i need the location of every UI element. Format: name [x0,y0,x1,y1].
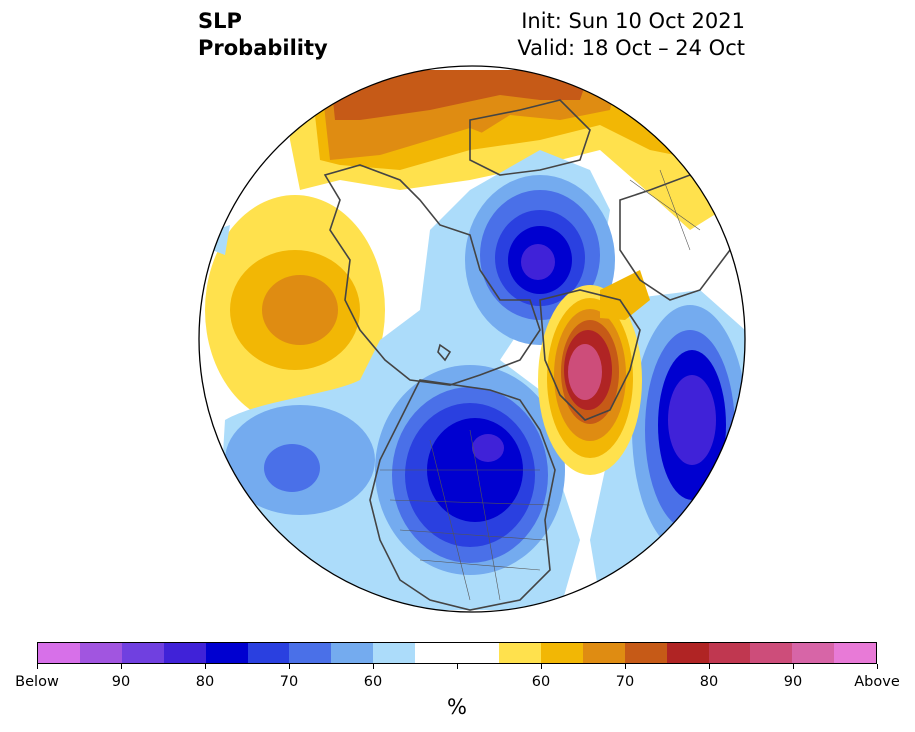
valid-range: Valid: 18 Oct – 24 Oct [517,36,745,60]
colorbar-tick-label: Above [854,674,900,690]
init-date: Init: Sun 10 Oct 2021 [521,9,745,33]
colorbar-segment [163,643,206,663]
north-pacific-high [205,195,385,425]
colorbar-segment [38,643,80,663]
colorbar-tick [541,664,542,669]
colorbar-segment [582,643,625,663]
colorbar-segment [708,643,751,663]
colorbar-segment [498,643,541,663]
colorbar-tick-label: Below [15,674,59,690]
map-dates: Init: Sun 10 Oct 2021 Valid: 18 Oct – 24… [517,8,745,62]
borders [380,169,701,601]
colorbar-segment [750,643,793,663]
colorbar-tick [793,664,794,669]
colorbar-tick-label: 60 [531,674,551,690]
colorbar-tick [457,664,458,669]
colorbar-segment [205,643,248,663]
colorbar-segment [331,643,374,663]
colorbar-tick [37,664,38,669]
title-line-product: Probability [198,36,328,60]
colorbar-segment [121,643,164,663]
colorbar-tick [121,664,122,669]
colorbar-unit: % [447,695,467,719]
colorbar-tick [373,664,374,669]
colorbar-segment [415,643,458,663]
colorbar-segment [792,643,835,663]
title-line-variable: SLP [198,9,242,33]
colorbar-tick-label: 60 [363,674,383,690]
colorbar-segment [834,643,877,663]
globe-boundary [198,65,746,613]
colorbar-tick-label: 80 [195,674,215,690]
colorbar-tick [709,664,710,669]
colorbar-segment [624,643,667,663]
colorbar-segment [457,643,499,663]
map-title: SLP Probability [198,8,328,62]
colorbar-tick [625,664,626,669]
colorbar-segment [247,643,290,663]
colorbar-tick [877,664,878,669]
colorbar-segment [666,643,709,663]
polar-map [198,65,746,613]
colorbar [37,642,877,664]
coastlines [323,99,731,611]
colorbar-tick-label: 70 [279,674,299,690]
colorbar-tick-label: 90 [783,674,803,690]
colorbar-segment [79,643,122,663]
colorbar-tick [289,664,290,669]
colorbar-segment [373,643,416,663]
probability-field [199,66,745,612]
colorbar-tick [205,664,206,669]
greenland-high [538,270,650,475]
colorbar-tick-label: 80 [699,674,719,690]
colorbar-segment [540,643,583,663]
colorbar-tick-label: 70 [615,674,635,690]
below-normal-strong [264,190,735,563]
colorbar-tick-label: 90 [111,674,131,690]
colorbar-segment [289,643,332,663]
